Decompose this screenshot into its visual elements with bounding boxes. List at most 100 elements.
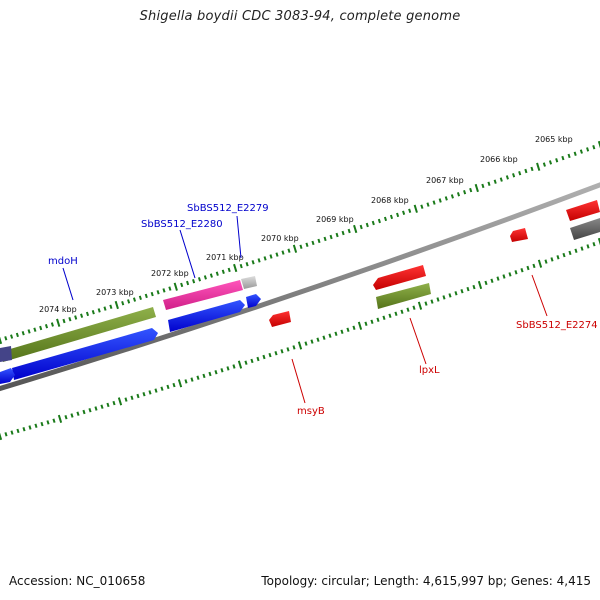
- inner-ruler-tick: [196, 375, 200, 380]
- inner-ruler-tick: [250, 358, 254, 364]
- inner-ruler-tick: [94, 406, 98, 411]
- inner-ruler-tick: [10, 430, 14, 435]
- inner-ruler-tick: [364, 321, 368, 327]
- label-SbBS512-E2274[interactable]: SbBS512_E2274: [516, 320, 598, 331]
- outer-ruler-tick: [186, 280, 190, 286]
- outer-ruler-tick: [396, 212, 400, 218]
- outer-ruler: [0, 140, 600, 345]
- inner-ruler-tick: [232, 364, 236, 369]
- ruler-label: 2072 kbp: [151, 269, 189, 278]
- gene-SbBS512-E2280[interactable]: [163, 280, 243, 310]
- outer-ruler-tick: [80, 313, 84, 318]
- inner-ruler-tick: [508, 272, 512, 277]
- inner-ruler-tick: [592, 241, 596, 247]
- inner-ruler-tick: [472, 284, 476, 290]
- ruler-label: 2070 kbp: [261, 234, 299, 243]
- outer-ruler-tick: [487, 181, 491, 187]
- outer-ruler-tick: [275, 252, 279, 257]
- outer-ruler-tick: [408, 208, 412, 214]
- outer-ruler-tick: [323, 236, 327, 242]
- inner-ruler-tick: [208, 371, 212, 377]
- label-msyB[interactable]: msyB: [297, 406, 325, 417]
- outer-ruler-tick: [299, 244, 303, 250]
- ruler-labels: 2065 kbp 2066 kbp 2067 kbp 2068 kbp 2069 kbp…: [39, 135, 573, 314]
- inner-ruler-tick: [46, 420, 50, 425]
- inner-ruler-tick: [280, 349, 284, 354]
- label-lpxL[interactable]: lpxL: [419, 365, 440, 376]
- outer-ruler-tick: [233, 263, 238, 273]
- inner-ruler-tick: [544, 259, 548, 264]
- outer-ruler-tick: [127, 299, 131, 304]
- ruler-label: 2065 kbp: [535, 135, 573, 144]
- gene-olive-reverse[interactable]: [376, 283, 431, 309]
- gene-blue-forward-3[interactable]: [246, 294, 261, 308]
- inner-ruler-tick: [532, 263, 536, 269]
- outer-ruler-tick: [33, 327, 37, 332]
- outer-ruler-tick: [168, 286, 172, 291]
- label-mdoH[interactable]: mdoH: [48, 256, 78, 267]
- gene-lpxL[interactable]: [373, 265, 426, 290]
- outer-ruler-tick: [292, 244, 298, 253]
- outer-ruler-tick: [138, 295, 142, 301]
- outer-ruler-tick: [579, 149, 583, 154]
- inner-ruler-tick: [537, 259, 543, 268]
- inner-ruler-tick: [400, 309, 404, 315]
- inner-ruler-tick: [226, 366, 230, 371]
- outer-ruler-tick: [335, 232, 339, 238]
- inner-ruler-tick: [328, 333, 332, 338]
- gene-msyB[interactable]: [269, 311, 291, 327]
- outer-ruler-tick: [68, 316, 72, 322]
- outer-ruler-tick: [245, 261, 249, 267]
- inner-ruler-tick: [22, 426, 26, 432]
- outer-ruler-tick: [27, 329, 31, 334]
- outer-ruler-tick: [493, 179, 497, 184]
- inner-ruler-tick: [28, 425, 32, 430]
- ruler-label: 2074 kbp: [39, 305, 77, 314]
- gene-red-forward[interactable]: [566, 200, 600, 221]
- inner-ruler-tick: [394, 311, 398, 317]
- inner-ruler-tick: [376, 317, 380, 323]
- label-SbBS512-E2280[interactable]: SbBS512_E2280: [141, 219, 223, 230]
- inner-ruler-tick: [526, 265, 530, 271]
- inner-ruler-tick: [412, 305, 416, 310]
- genome-backbone: [0, 182, 600, 392]
- outer-ruler-tick: [555, 158, 559, 163]
- outer-ruler-tick: [305, 242, 309, 248]
- gene-blue-forward-2[interactable]: [168, 300, 245, 332]
- inner-ruler-tick: [237, 360, 243, 369]
- inner-ruler-tick: [574, 248, 578, 254]
- inner-ruler-tick: [496, 276, 500, 281]
- inner-ruler-tick: [448, 293, 452, 298]
- outer-ruler-tick: [561, 155, 565, 161]
- inner-ruler-tick: [430, 299, 434, 304]
- inner-ruler-tick: [244, 360, 248, 365]
- inner-ruler-tick: [292, 345, 296, 350]
- outer-ruler-tick: [227, 267, 231, 273]
- inner-ruler-tick: [112, 400, 116, 406]
- outer-ruler-tick: [586, 147, 590, 152]
- gene-mdoH[interactable]: [0, 307, 156, 362]
- map-title: Shigella boydii CDC 3083-94, complete ge…: [139, 9, 461, 24]
- inner-ruler-tick: [202, 373, 206, 379]
- gene-dark-gray-forward[interactable]: [570, 218, 600, 240]
- inner-ruler: [0, 237, 600, 441]
- gene-blue-forward-1[interactable]: [12, 328, 158, 380]
- inner-ruler-tick: [562, 252, 566, 258]
- inner-ruler-tick: [100, 404, 104, 409]
- ruler-label: 2071 kbp: [206, 253, 244, 262]
- inner-ruler-tick: [556, 255, 560, 260]
- outer-ruler-tick: [469, 187, 473, 193]
- outer-ruler-tick: [269, 254, 273, 259]
- gene-navy-edge[interactable]: [0, 346, 12, 362]
- outer-ruler-tick: [162, 288, 166, 293]
- inner-ruler-tick: [160, 386, 164, 391]
- inner-ruler-tick: [154, 388, 158, 393]
- inner-ruler-tick: [460, 288, 464, 294]
- gene-SbBS512-E2274[interactable]: [510, 228, 528, 242]
- label-SbBS512-E2279[interactable]: SbBS512_E2279: [187, 203, 269, 214]
- gene-blue-forward-4[interactable]: [0, 368, 15, 384]
- gene-SbBS512-E2279[interactable]: [241, 276, 257, 289]
- outer-ruler-tick: [192, 278, 196, 284]
- outer-ruler-tick: [197, 277, 202, 282]
